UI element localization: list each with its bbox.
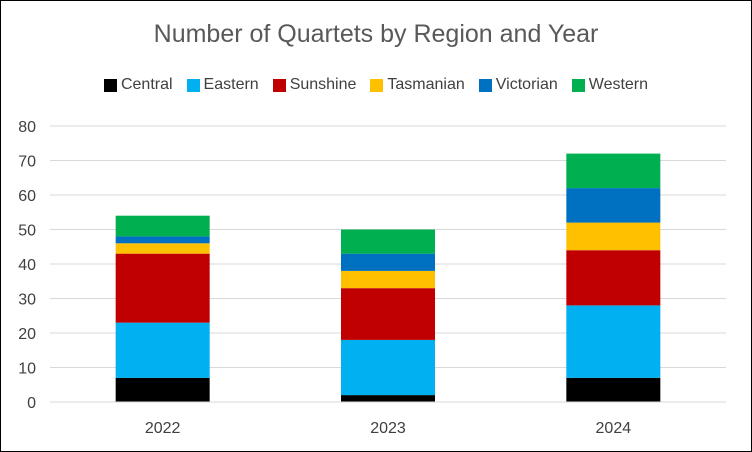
x-tick-label: 2024 bbox=[596, 420, 632, 437]
legend-swatch bbox=[272, 78, 286, 92]
y-tick-label: 80 bbox=[18, 119, 36, 136]
bar-central-2023 bbox=[341, 395, 435, 402]
y-tick-label: 50 bbox=[18, 223, 36, 240]
y-tick-label: 20 bbox=[18, 326, 36, 343]
bar-victorian-2024 bbox=[566, 188, 661, 223]
legend-label: Central bbox=[120, 76, 173, 93]
bar-victorian-2022 bbox=[115, 236, 210, 244]
legend-swatch bbox=[103, 78, 117, 92]
legend-label: Eastern bbox=[203, 76, 259, 93]
bar-central-2022 bbox=[115, 377, 210, 402]
bar-western-2022 bbox=[115, 215, 210, 237]
y-tick-label: 70 bbox=[18, 154, 36, 171]
legend-item-sunshine: Sunshine bbox=[272, 76, 357, 94]
y-tick-label: 10 bbox=[18, 361, 36, 378]
legend: Central Eastern Sunshine Tasmanian Victorian… bbox=[0, 75, 752, 95]
bar-victorian-2023 bbox=[341, 253, 435, 271]
legend-swatch bbox=[370, 78, 384, 92]
bar-eastern-2023 bbox=[341, 339, 435, 396]
x-tick-label: 2023 bbox=[370, 420, 406, 437]
bar-eastern-2022 bbox=[115, 322, 210, 378]
legend-swatch bbox=[571, 78, 585, 92]
y-tick-label: 60 bbox=[18, 188, 36, 205]
bar-eastern-2024 bbox=[566, 305, 661, 378]
y-tick-label: 30 bbox=[18, 292, 36, 309]
legend-label: Western bbox=[588, 76, 649, 93]
legend-item-western: Western bbox=[571, 76, 649, 94]
bar-tasmanian-2022 bbox=[115, 243, 210, 254]
legend-label: Sunshine bbox=[289, 76, 357, 93]
legend-label: Victorian bbox=[495, 76, 558, 93]
y-tick-label: 0 bbox=[27, 395, 36, 412]
legend-item-tasmanian: Tasmanian bbox=[370, 76, 465, 94]
bar-western-2024 bbox=[566, 153, 661, 189]
legend-swatch bbox=[186, 78, 200, 92]
bar-central-2024 bbox=[566, 377, 661, 402]
y-tick-label: 40 bbox=[18, 257, 36, 274]
legend-item-victorian: Victorian bbox=[478, 76, 558, 94]
legend-label: Tasmanian bbox=[387, 76, 465, 93]
legend-item-central: Central bbox=[103, 76, 173, 94]
bar-tasmanian-2024 bbox=[566, 222, 661, 251]
bar-sunshine-2023 bbox=[341, 288, 435, 340]
x-tick-label: 2022 bbox=[145, 420, 181, 437]
bar-sunshine-2024 bbox=[566, 250, 661, 306]
legend-swatch bbox=[478, 78, 492, 92]
legend-item-eastern: Eastern bbox=[186, 76, 259, 94]
chart-title: Number of Quartets by Region and Year bbox=[153, 20, 599, 48]
bar-western-2023 bbox=[341, 229, 435, 254]
bar-tasmanian-2023 bbox=[341, 270, 435, 289]
bar-sunshine-2022 bbox=[115, 253, 210, 323]
